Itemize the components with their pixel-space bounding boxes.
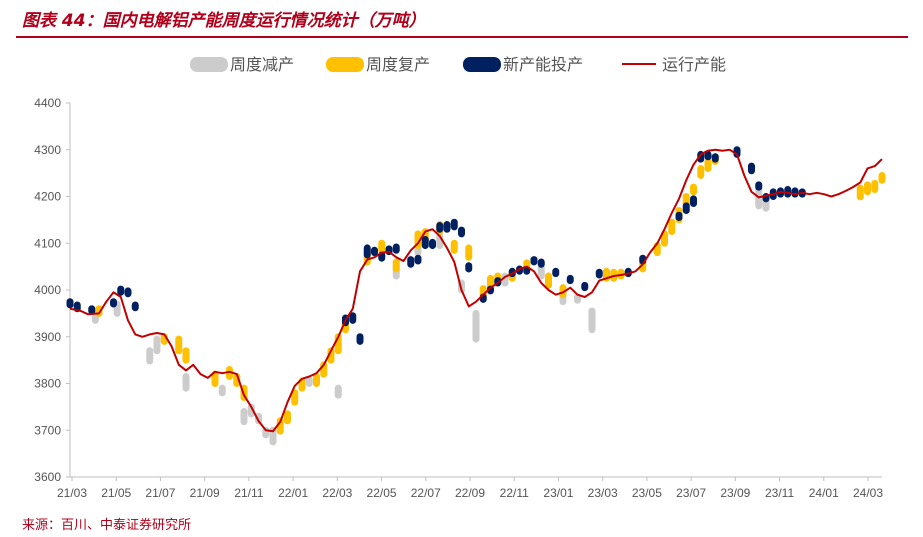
- legend-item-cut: 周度减产: [190, 55, 294, 74]
- series-cut: [91, 181, 864, 446]
- title-divider: [16, 36, 908, 38]
- legend-label: 运行产能: [662, 55, 726, 74]
- y-tick-label: 4200: [34, 190, 61, 204]
- y-tick-label: 4100: [34, 236, 61, 250]
- legend-item-line: 运行产能: [622, 55, 726, 74]
- legend-swatch: [463, 57, 501, 72]
- y-tick-label: 3800: [34, 377, 61, 391]
- figure-title: 图表 44：国内电解铝产能周度运行情况统计（万吨）: [22, 11, 426, 31]
- x-tick-label: 22/03: [322, 486, 352, 500]
- x-tick-label: 22/11: [500, 486, 529, 500]
- x-tick-label: 21/07: [145, 486, 175, 500]
- x-tick-label: 23/05: [632, 486, 662, 500]
- legend-swatch: [190, 57, 228, 72]
- legend-item-new: 新产能投产: [463, 55, 583, 74]
- x-tick-label: 21/05: [101, 486, 131, 500]
- x-tick-label: 22/01: [278, 486, 308, 500]
- series-new: [66, 146, 806, 345]
- source-note: 来源：百川、中泰证券研究所: [22, 518, 192, 533]
- y-tick-label: 3600: [34, 470, 61, 484]
- legend-label: 周度减产: [230, 55, 294, 74]
- legend-swatch: [326, 57, 364, 72]
- chart-legend: 周度减产 周度复产 新产能投产 运行产能: [190, 55, 726, 74]
- x-tick-label: 24/01: [809, 486, 839, 500]
- x-tick-label: 21/09: [190, 486, 220, 500]
- y-tick-label: 4300: [34, 143, 61, 157]
- x-tick-label: 23/01: [543, 486, 573, 500]
- x-tick-label: 21/03: [57, 486, 87, 500]
- x-tick-label: 24/03: [853, 486, 883, 500]
- x-tick-label: 22/09: [455, 486, 485, 500]
- x-tick-label: 22/07: [411, 486, 441, 500]
- y-tick-label: 4000: [34, 283, 61, 297]
- legend-item-resume: 周度复产: [326, 55, 430, 74]
- running-capacity-line: [69, 148, 883, 433]
- y-tick-label: 4400: [34, 96, 61, 110]
- x-axis: 21/03 21/05 21/07 21/09 21/11 22/01 22/03 22/05…: [57, 476, 883, 500]
- x-tick-label: 23/09: [720, 486, 750, 500]
- x-tick-label: 23/11: [765, 486, 794, 500]
- y-axis: 3600 3700 3800 3900 4000 4100 4200 4300 4400: [34, 96, 71, 484]
- legend-label: 周度复产: [366, 55, 430, 74]
- x-tick-label: 23/07: [676, 486, 706, 500]
- x-tick-label: 21/11: [234, 486, 263, 500]
- x-tick-label: 22/05: [367, 486, 397, 500]
- legend-label: 新产能投产: [503, 55, 583, 74]
- x-tick-label: 23/03: [588, 486, 618, 500]
- y-tick-label: 3700: [34, 423, 61, 437]
- plot-area: [66, 146, 886, 446]
- y-tick-label: 3900: [34, 330, 61, 344]
